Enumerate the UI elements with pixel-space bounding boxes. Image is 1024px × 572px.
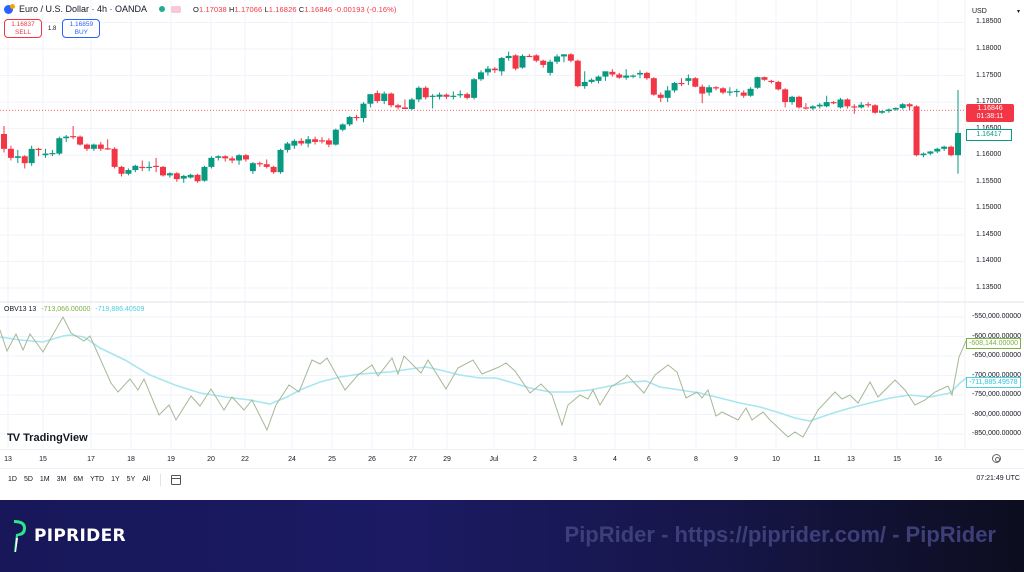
time-tick-label: 3 xyxy=(573,456,577,463)
range-button-5d[interactable]: 5D xyxy=(23,476,33,483)
time-tick-label: 27 xyxy=(409,456,417,463)
obv-tick-label: -550,000.00000 xyxy=(972,313,1022,320)
buy-button[interactable]: 1.16859 BUY xyxy=(62,19,101,38)
chart-area[interactable]: Euro / U.S. Dollar · 4h · OANDA O1.17038… xyxy=(0,0,1024,500)
range-button-1d[interactable]: 1D xyxy=(8,476,17,483)
obv-tick-label: -850,000.00000 xyxy=(972,430,1022,437)
range-button-6m[interactable]: 6M xyxy=(73,476,84,483)
obv-tick-label: -650,000.00000 xyxy=(972,352,1022,359)
price-tick-label: 1.15000 xyxy=(976,204,1002,212)
time-tick-label: 16 xyxy=(934,456,942,463)
symbol-title[interactable]: Euro / U.S. Dollar · 4h · OANDA xyxy=(19,4,148,14)
piprider-brand-name: PIPRIDER xyxy=(34,526,126,546)
piprider-footer-banner: PIPRIDER PipRider - https://piprider.com… xyxy=(0,500,1024,572)
time-tick-label: 15 xyxy=(39,456,47,463)
tradingview-logo-icon: TV xyxy=(7,432,20,444)
last-price: 1.16846 xyxy=(977,105,1003,112)
time-tick-label: 22 xyxy=(241,456,249,463)
time-tick-label: 15 xyxy=(893,456,901,463)
time-tick-label: 13 xyxy=(4,456,12,463)
obv-last-tag: -608,144.00000 xyxy=(966,338,1022,349)
obv-legend[interactable]: OBV13 13 -713,066.00000 -719,886.40509 xyxy=(4,306,144,313)
price-tick-label: 1.17500 xyxy=(976,71,1002,79)
time-tick-label: 8 xyxy=(694,456,698,463)
price-tick-label: 1.13500 xyxy=(976,283,1002,291)
tradingview-logo[interactable]: TV TradingView xyxy=(7,432,88,444)
go-to-date-calendar-icon[interactable] xyxy=(171,474,182,485)
time-tick-label: 26 xyxy=(368,456,376,463)
obv-tick-label: -600,000.00000 xyxy=(972,332,1022,340)
price-tick-label: 1.14000 xyxy=(976,257,1002,265)
obv-ma-value: -719,886.40509 xyxy=(95,306,145,313)
range-button-ytd[interactable]: YTD xyxy=(90,476,105,483)
ohlc-values: O1.17038 H1.17066 L1.16826 C1.16846 -0.0… xyxy=(193,4,397,14)
obv-tick-label: -700,000.00000 xyxy=(972,371,1022,379)
date-range-bar: 1D 5D 1M 3M 6M YTD 1Y 5Y All 07:21:49 UTC xyxy=(0,468,1024,490)
time-tick-label: 13 xyxy=(847,456,855,463)
price-tick-label: 1.18000 xyxy=(976,45,1002,52)
time-tick-label: 18 xyxy=(127,456,135,463)
settings-gear-icon[interactable] xyxy=(992,454,1001,463)
last-price-tag: 1.16846 01:38:11 xyxy=(966,104,1014,122)
utc-clock[interactable]: 07:21:49 UTC xyxy=(976,475,1020,482)
time-tick-label: 19 xyxy=(167,456,175,463)
trade-buttons: 1.16837 SELL 1.8 1.16859 BUY xyxy=(4,19,101,38)
time-tick-label: 6 xyxy=(647,456,651,463)
range-button-all[interactable]: All xyxy=(142,476,151,483)
time-tick-label: 9 xyxy=(734,456,738,463)
sell-price: 1.16837 xyxy=(11,21,35,28)
obv-tick-label: -750,000.00000 xyxy=(972,391,1022,398)
eurusd-flag-icon xyxy=(4,3,15,14)
time-tick-label: 2 xyxy=(533,456,537,463)
price-tick-label: 1.18500 xyxy=(976,18,1002,26)
currency-label: USD xyxy=(972,8,987,15)
time-tick-label: 11 xyxy=(813,456,821,463)
obv-ma-last-tag: -711,885.49578 xyxy=(966,377,1021,388)
obv-value: -713,066.00000 xyxy=(41,306,91,313)
range-button-5y[interactable]: 5Y xyxy=(126,476,136,483)
market-open-icon xyxy=(159,6,166,12)
obv-tick-label: -800,000.00000 xyxy=(972,410,1022,418)
tradingview-logo-text: TradingView xyxy=(23,432,88,444)
price-tick-label: 1.16500 xyxy=(976,125,1001,132)
range-divider xyxy=(160,473,162,486)
time-tick-label: 25 xyxy=(328,456,336,463)
chevron-down-icon: ▾ xyxy=(1016,9,1020,15)
price-tick-label: 1.15500 xyxy=(976,177,1002,185)
buy-label: BUY xyxy=(74,28,89,36)
obv-name: OBV13 13 xyxy=(4,306,37,313)
bar-countdown: 01:38:11 xyxy=(976,113,1004,120)
time-tick-label: 24 xyxy=(288,456,296,463)
time-tick-label: 17 xyxy=(87,456,95,463)
price-tick-label: 1.14500 xyxy=(976,230,1002,238)
time-tick-label: 4 xyxy=(613,456,617,463)
spread-value: 1.8 xyxy=(48,25,57,32)
sell-label: SELL xyxy=(15,28,31,36)
buy-price: 1.16859 xyxy=(69,21,94,28)
currency-select[interactable]: USD ▾ xyxy=(968,5,1024,18)
indicator-flag-icon xyxy=(171,5,182,13)
watermark-text: PipRider - https://piprider.com/ - PipRi… xyxy=(564,522,996,547)
time-tick-label: 20 xyxy=(207,456,215,463)
bid-price-tag: 1.16417 xyxy=(966,129,1012,141)
sell-button[interactable]: 1.16837 SELL xyxy=(4,19,42,38)
time-axis[interactable]: 13 15 17 18 19 20 22 24 25 26 27 29 Jul 2 3 4 6 8 9 10 11 13 1… xyxy=(0,449,1024,467)
symbol-legend: Euro / U.S. Dollar · 4h · OANDA O1.17038… xyxy=(4,3,397,14)
time-tick-label: 10 xyxy=(772,456,780,463)
time-tick-label: 29 xyxy=(443,456,451,463)
chart-canvas[interactable] xyxy=(0,0,1024,450)
range-button-1m[interactable]: 1M xyxy=(39,476,50,483)
price-tick-label: 1.16000 xyxy=(976,151,1002,159)
range-button-3m[interactable]: 3M xyxy=(56,476,67,483)
piprider-logo-icon xyxy=(14,520,26,552)
time-tick-label: Jul xyxy=(489,456,499,463)
piprider-brand: PIPRIDER xyxy=(12,518,126,554)
range-button-1y[interactable]: 1Y xyxy=(111,476,120,483)
price-tick-label: 1.17000 xyxy=(976,98,1002,106)
